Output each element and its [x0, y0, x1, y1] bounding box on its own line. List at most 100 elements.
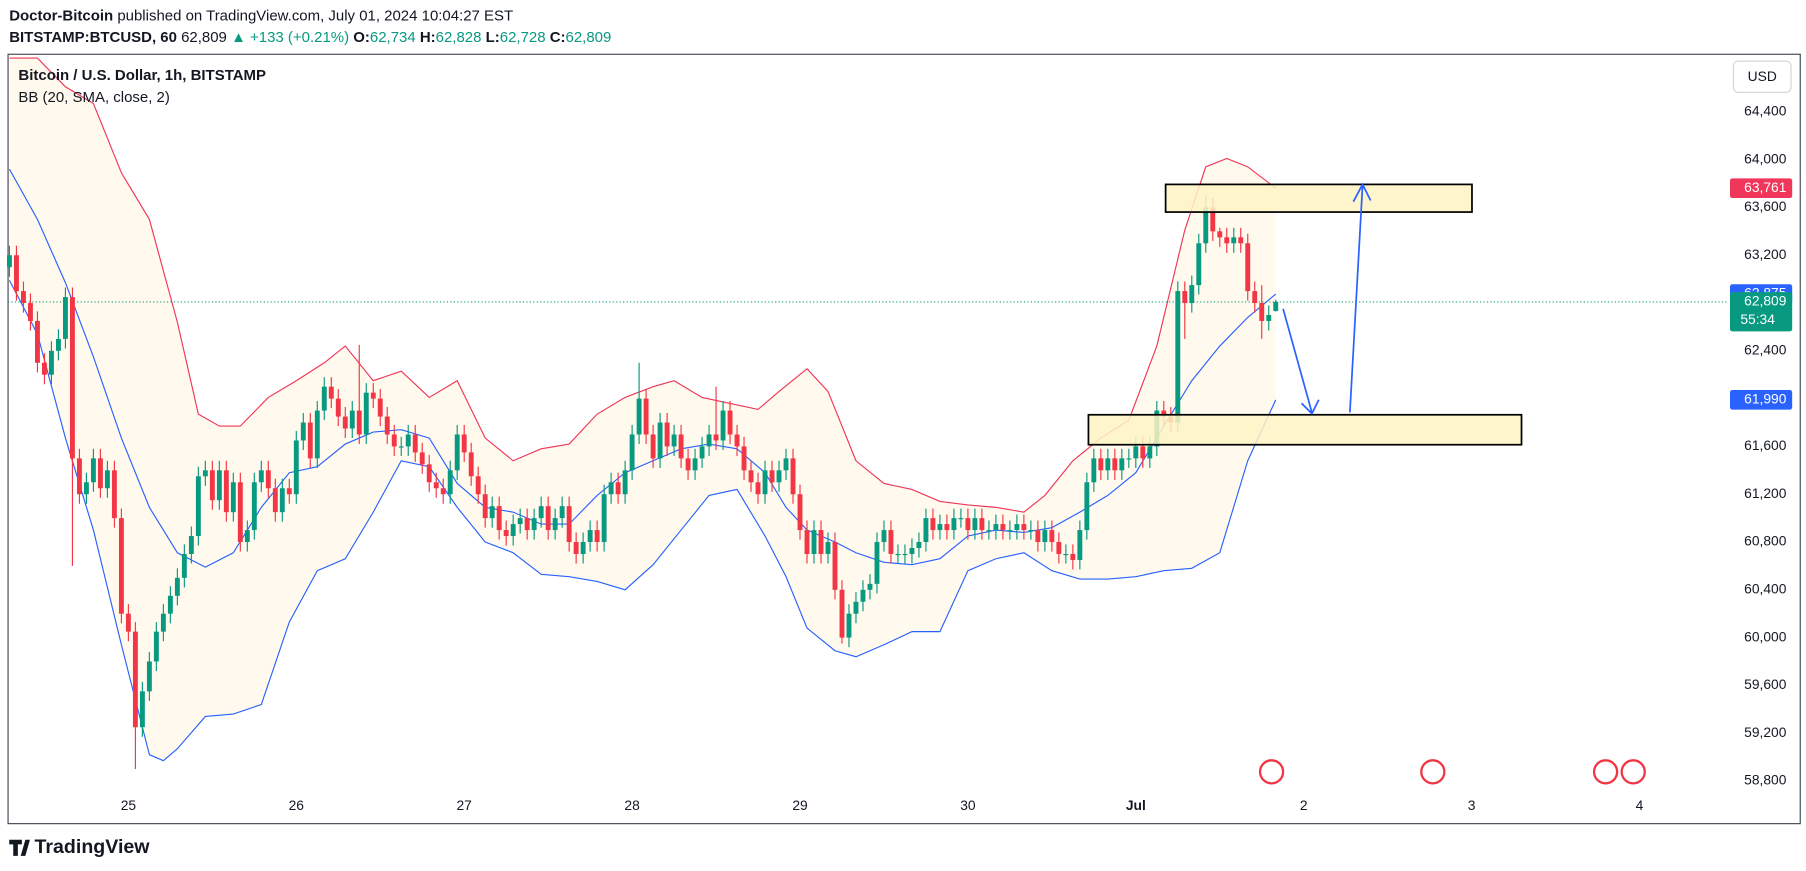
candle-body	[1203, 207, 1209, 244]
candle-body	[818, 530, 824, 554]
candle-body	[7, 255, 12, 268]
candle-body	[139, 691, 145, 728]
candle-body	[482, 494, 488, 519]
candle-body	[776, 470, 782, 483]
price-label: 61,990	[1744, 390, 1787, 406]
candle-body	[48, 350, 54, 375]
x-tick-label: Jul	[1126, 797, 1146, 813]
plot	[7, 57, 1728, 770]
candle-body	[188, 536, 194, 554]
support-zone	[1087, 413, 1523, 446]
candle-body	[909, 547, 915, 554]
candle-body	[1140, 446, 1146, 459]
candle-body	[951, 518, 957, 531]
y-tick-label: 59,200	[1744, 724, 1787, 740]
candle-body	[1161, 410, 1167, 417]
candle-body	[1273, 301, 1279, 311]
candle-body	[125, 613, 131, 632]
candle-body	[69, 297, 75, 459]
candle-body	[1224, 237, 1230, 244]
candle-body	[1105, 458, 1111, 471]
y-tick-label: 63,200	[1744, 246, 1787, 262]
candle-body	[972, 518, 978, 531]
arrow-up	[1349, 182, 1372, 413]
ohlc-value: 62,728	[500, 29, 546, 46]
candle-body	[503, 530, 509, 537]
candle-body	[538, 506, 544, 519]
candle-body	[902, 553, 908, 556]
candle-body	[1196, 243, 1202, 286]
candle-body	[783, 458, 789, 471]
event-icons	[1258, 759, 1646, 785]
candle-body	[993, 524, 999, 531]
candle-body	[307, 422, 313, 459]
candle-body	[195, 476, 201, 537]
x-tick-label: 27	[457, 797, 472, 813]
candle-body	[21, 291, 26, 304]
candle-body	[958, 518, 964, 520]
candle-body	[1231, 237, 1237, 244]
candle-body	[1189, 285, 1195, 304]
last: 62,809	[181, 29, 227, 46]
candle-body	[314, 410, 320, 459]
currency-box[interactable]	[1732, 60, 1792, 93]
price-label: 62,809	[1744, 293, 1787, 309]
candle-body	[202, 470, 208, 477]
x-tick-label: 28	[624, 797, 640, 813]
candle-body	[300, 422, 306, 441]
footer-logo: TradingView	[9, 836, 150, 858]
candle-body	[587, 530, 593, 543]
candle-body	[1210, 207, 1216, 232]
candle-body	[244, 530, 250, 543]
candle-body	[1056, 542, 1062, 554]
candle-body	[496, 506, 502, 531]
candle-body	[181, 553, 187, 578]
candle-body	[1175, 291, 1181, 423]
candle-body	[398, 446, 404, 448]
candle-body	[293, 440, 299, 495]
x-tick-label: 30	[960, 797, 976, 813]
header-line: Doctor-Bitcoin published on TradingView.…	[9, 7, 513, 24]
candle-body	[14, 255, 19, 292]
candle-body	[685, 458, 691, 471]
candle-body	[874, 542, 880, 584]
candle-body	[349, 410, 355, 429]
x-tick-label: 25	[121, 797, 137, 813]
candle-body	[755, 482, 761, 495]
currency[interactable]: USD	[1748, 68, 1777, 84]
candle-body	[265, 470, 271, 489]
candle-body	[1014, 524, 1020, 531]
price-label-box	[1729, 178, 1793, 198]
candle-body	[762, 470, 768, 495]
candle-body	[90, 458, 96, 483]
candle-body	[797, 494, 803, 531]
candle-body	[811, 530, 817, 554]
candle-body	[769, 470, 775, 483]
candle-body	[447, 470, 453, 495]
candle-body	[930, 518, 936, 531]
candle-body	[111, 470, 117, 519]
candle-body	[1084, 482, 1090, 531]
candle-body	[1042, 530, 1048, 543]
candle-body	[1133, 446, 1139, 459]
candle-body	[454, 434, 460, 471]
candle-body	[853, 601, 859, 614]
price-label-box	[1729, 292, 1793, 332]
candle-body	[1126, 458, 1132, 460]
candle-body	[1070, 553, 1076, 560]
band-line	[9, 57, 1277, 513]
candle-body	[1112, 458, 1118, 471]
y-tick-label: 64,400	[1744, 103, 1787, 119]
candle-body	[377, 398, 383, 417]
candle-body	[28, 303, 33, 321]
band-line	[8, 280, 1277, 762]
candle-body	[76, 458, 82, 495]
candle-body	[741, 446, 747, 471]
event-icon	[1592, 759, 1619, 785]
candle-body	[713, 434, 719, 441]
x-tick-label: 26	[289, 797, 305, 813]
candle-body	[748, 470, 754, 483]
candle-body	[475, 476, 481, 495]
